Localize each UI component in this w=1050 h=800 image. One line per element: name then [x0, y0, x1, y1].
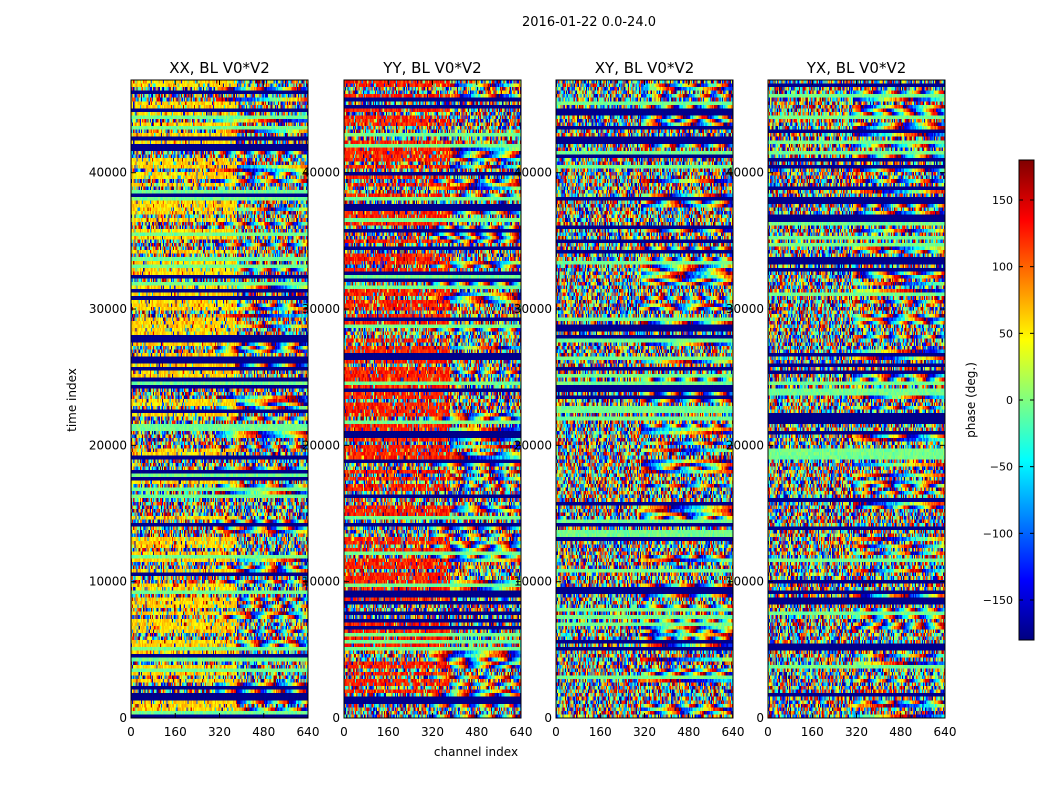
panel-3-heatmap [556, 80, 733, 718]
x-tick-label: 160 [164, 725, 187, 739]
y-tick-label: 10000 [302, 575, 340, 589]
x-tick-label: 160 [801, 725, 824, 739]
y-tick-label: 30000 [514, 302, 552, 316]
x-tick-label: 160 [589, 725, 612, 739]
x-axis-label: channel index [434, 745, 518, 759]
y-tick-label: 20000 [726, 438, 764, 452]
heatmap-panels: XX, BL V0*V2 0 160 320 480 640 0 10000 20000 3000… [89, 59, 957, 739]
x-tick-label: 480 [252, 725, 275, 739]
y-tick-label: 40000 [302, 166, 340, 180]
y-tick-label: 40000 [514, 166, 552, 180]
colorbar-ticks: 150 100 50 0 −50 −100 −150 [983, 194, 1034, 607]
panel-3-title: XY, BL V0*V2 [595, 59, 695, 77]
y-tick-label: 30000 [89, 302, 127, 316]
colorbar-tick-label: 100 [992, 261, 1013, 274]
x-tick-label: 0 [552, 725, 560, 739]
x-tick-label: 0 [340, 725, 348, 739]
colorbar-tick-label: −100 [983, 527, 1013, 540]
x-tick-label: 320 [421, 725, 444, 739]
x-tick-label: 640 [297, 725, 320, 739]
colorbar-tick-label: −150 [983, 594, 1013, 607]
colorbar-label: phase (deg.) [964, 362, 978, 438]
figure-suptitle: 2016-01-22 0.0-24.0 [522, 15, 656, 30]
panel-4: YX, BL V0*V2 0 160 320 480 640 0 10000 20000 3000… [726, 59, 957, 739]
panel-4-heatmap [768, 80, 945, 718]
y-tick-label: 20000 [514, 438, 552, 452]
y-tick-label: 20000 [302, 438, 340, 452]
panel-1: XX, BL V0*V2 0 160 320 480 640 0 10000 20000 3000… [89, 59, 320, 739]
panel-2: YY, BL V0*V2 0 160 320 480 640 0 10000 20000 3000… [302, 59, 533, 739]
y-axis-label: time index [65, 368, 79, 432]
colorbar-tick-label: 0 [1006, 394, 1013, 407]
x-tick-label: 480 [465, 725, 488, 739]
x-tick-label: 0 [127, 725, 135, 739]
y-tick-label: 30000 [726, 302, 764, 316]
panel-4-title: YX, BL V0*V2 [806, 59, 907, 77]
x-tick-label: 0 [764, 725, 772, 739]
x-tick-label: 480 [889, 725, 912, 739]
x-tick-label: 320 [845, 725, 868, 739]
x-tick-label: 320 [633, 725, 656, 739]
x-tick-label: 480 [677, 725, 700, 739]
x-tick-label: 320 [208, 725, 231, 739]
x-tick-label: 640 [510, 725, 533, 739]
y-tick-label: 30000 [302, 302, 340, 316]
y-tick-label: 0 [544, 711, 552, 725]
panel-2-heatmap [344, 80, 521, 718]
panel-2-title: YY, BL V0*V2 [382, 59, 481, 77]
y-tick-label: 10000 [89, 575, 127, 589]
colorbar-tick-label: −50 [990, 461, 1013, 474]
panel-3: XY, BL V0*V2 0 160 320 480 640 0 10000 20000 3000… [514, 59, 745, 739]
panel-1-title: XX, BL V0*V2 [169, 59, 270, 77]
y-tick-label: 0 [332, 711, 340, 725]
y-tick-label: 40000 [726, 166, 764, 180]
colorbar: 150 100 50 0 −50 −100 −150 phase (deg.) [964, 159, 1035, 641]
x-tick-label: 640 [934, 725, 957, 739]
y-tick-label: 0 [119, 711, 127, 725]
y-tick-label: 10000 [726, 575, 764, 589]
colorbar-tick-label: 50 [999, 327, 1013, 340]
x-tick-label: 160 [377, 725, 400, 739]
colorbar-tick-label: 150 [992, 194, 1013, 207]
x-tick-label: 640 [722, 725, 745, 739]
y-tick-label: 40000 [89, 166, 127, 180]
y-tick-label: 10000 [514, 575, 552, 589]
panel-1-heatmap [131, 80, 308, 718]
y-tick-label: 20000 [89, 438, 127, 452]
y-tick-label: 0 [756, 711, 764, 725]
